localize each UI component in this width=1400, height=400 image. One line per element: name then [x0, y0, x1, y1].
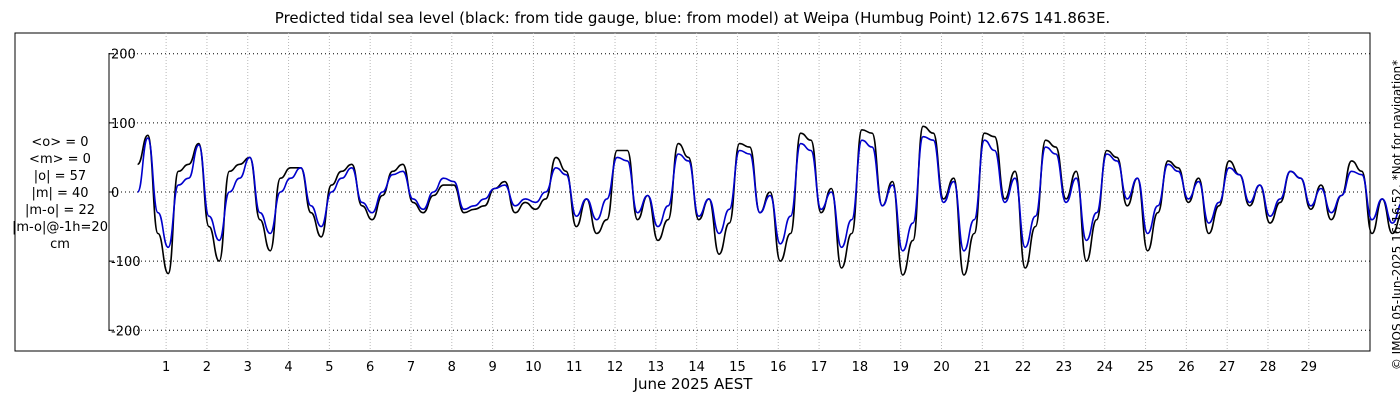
x-tick-label: 19: [892, 360, 909, 375]
x-tick-label: 5: [325, 360, 333, 375]
x-tick-label: 8: [448, 360, 456, 375]
y-tick-label: -100: [111, 255, 141, 270]
x-tick-label: 22: [1015, 360, 1032, 375]
x-tick-label: 7: [407, 360, 415, 375]
x-tick-label: 14: [688, 360, 705, 375]
stat-abs-difference-lagged: |m-o|@-1h=20: [12, 220, 108, 235]
y-tick-label: 100: [111, 117, 136, 132]
x-tick-label: 23: [1056, 360, 1073, 375]
x-tick-label: 1: [162, 360, 170, 375]
stat-abs-observed: |o| = 57: [33, 169, 87, 184]
y-tick-label: 0: [111, 186, 119, 201]
stat-unit: cm: [50, 237, 70, 252]
observed-series-line: [137, 125, 1400, 276]
plot-frame: [14, 32, 1371, 352]
x-tick-label: 12: [607, 360, 624, 375]
statistics-panel: <o> = 0 <m> = 0 |o| = 57 |m| = 40 |m-o| …: [0, 134, 120, 253]
x-tick-label: 17: [811, 360, 828, 375]
x-tick-label: 13: [648, 360, 665, 375]
grid: [109, 33, 1370, 351]
x-tick-label: 3: [244, 360, 252, 375]
x-tick-label: 4: [284, 360, 292, 375]
stat-abs-difference: |m-o| = 22: [24, 203, 95, 218]
x-tick-label: 21: [974, 360, 991, 375]
x-tick-label: 6: [366, 360, 374, 375]
x-tick-label: 26: [1178, 360, 1195, 375]
x-tick-label: 24: [1096, 360, 1113, 375]
x-tick-label: 11: [566, 360, 583, 375]
x-tick-label: 16: [770, 360, 787, 375]
stat-abs-model: |m| = 40: [31, 186, 89, 201]
series-lines: [136, 125, 1400, 276]
copyright-note: © IMOS 05-Jun-2025 16:16:52. *Not for na…: [1390, 59, 1400, 370]
stat-mean-observed: <o> = 0: [31, 135, 89, 150]
x-tick-label: 2: [203, 360, 211, 375]
y-tick-label: 200: [111, 48, 136, 63]
x-tick-label: 9: [488, 360, 496, 375]
x-tick-label: 29: [1301, 360, 1318, 375]
x-tick-label: 20: [933, 360, 950, 375]
stat-mean-model: <m> = 0: [29, 152, 91, 167]
x-tick-label: 25: [1137, 360, 1154, 375]
x-tick-label: 10: [525, 360, 542, 375]
x-tick-label: 27: [1219, 360, 1236, 375]
y-tick-label: -200: [111, 324, 141, 339]
x-tick-label: 28: [1260, 360, 1277, 375]
model-series-line: [136, 135, 1400, 252]
x-axis-label: June 2025 AEST: [633, 375, 753, 393]
x-tick-label: 15: [729, 360, 746, 375]
x-tick-label: 18: [852, 360, 869, 375]
chart-title: Predicted tidal sea level (black: from t…: [274, 9, 1111, 27]
